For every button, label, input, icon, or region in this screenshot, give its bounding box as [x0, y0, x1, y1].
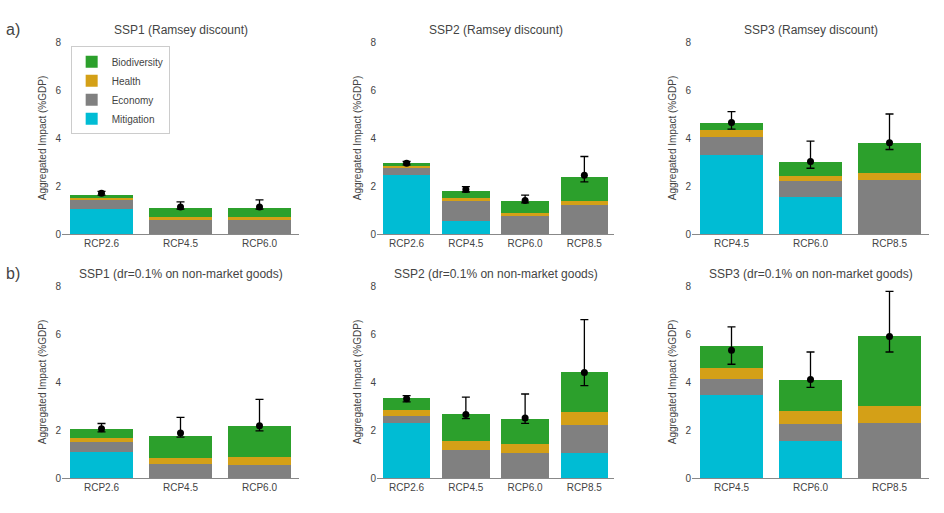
svg-text:SSP1 (Ramsey discount): SSP1 (Ramsey discount): [114, 23, 248, 37]
svg-text:b): b): [6, 265, 20, 282]
svg-text:RCP2.6: RCP2.6: [84, 238, 119, 249]
svg-text:6: 6: [370, 85, 376, 96]
svg-text:Health: Health: [112, 76, 141, 87]
svg-text:Aggregated Impact (%GDP): Aggregated Impact (%GDP): [37, 320, 48, 445]
svg-text:0: 0: [370, 473, 376, 484]
svg-text:RCP8.5: RCP8.5: [872, 482, 907, 493]
svg-text:RCP4.5: RCP4.5: [448, 238, 483, 249]
svg-text:RCP4.5: RCP4.5: [163, 482, 198, 493]
svg-text:2: 2: [370, 181, 376, 192]
svg-text:4: 4: [55, 133, 61, 144]
svg-text:RCP6.0: RCP6.0: [508, 238, 543, 249]
svg-text:8: 8: [55, 37, 61, 48]
svg-text:0: 0: [55, 473, 61, 484]
svg-text:Aggregated Impact (%GDP): Aggregated Impact (%GDP): [667, 320, 678, 445]
svg-text:8: 8: [370, 281, 376, 292]
svg-text:2: 2: [370, 425, 376, 436]
svg-text:0: 0: [685, 473, 691, 484]
svg-text:2: 2: [55, 425, 61, 436]
svg-text:RCP6.0: RCP6.0: [793, 482, 828, 493]
svg-text:0: 0: [370, 229, 376, 240]
svg-text:SSP3 (Ramsey discount): SSP3 (Ramsey discount): [744, 23, 878, 37]
svg-text:Aggregated Impact (%GDP): Aggregated Impact (%GDP): [667, 76, 678, 201]
svg-text:4: 4: [55, 377, 61, 388]
svg-text:RCP2.6: RCP2.6: [389, 482, 424, 493]
svg-text:4: 4: [370, 377, 376, 388]
svg-text:RCP6.0: RCP6.0: [242, 238, 277, 249]
svg-text:6: 6: [685, 85, 691, 96]
svg-text:RCP8.5: RCP8.5: [872, 238, 907, 249]
svg-text:6: 6: [370, 329, 376, 340]
svg-text:8: 8: [685, 37, 691, 48]
svg-text:4: 4: [685, 133, 691, 144]
svg-text:RCP4.5: RCP4.5: [714, 238, 749, 249]
svg-text:Aggregated Impact (%GDP): Aggregated Impact (%GDP): [352, 76, 363, 201]
svg-text:RCP2.6: RCP2.6: [84, 482, 119, 493]
svg-text:RCP8.5: RCP8.5: [567, 482, 602, 493]
svg-text:2: 2: [685, 425, 691, 436]
svg-text:4: 4: [685, 377, 691, 388]
svg-text:RCP4.5: RCP4.5: [714, 482, 749, 493]
svg-text:Aggregated Impact (%GDP): Aggregated Impact (%GDP): [352, 320, 363, 445]
svg-text:SSP1 (dr=0.1% on non-market go: SSP1 (dr=0.1% on non-market goods): [79, 267, 283, 281]
svg-text:RCP6.0: RCP6.0: [793, 238, 828, 249]
svg-text:Economy: Economy: [112, 95, 154, 106]
svg-text:0: 0: [55, 229, 61, 240]
svg-text:8: 8: [370, 37, 376, 48]
svg-text:SSP3 (dr=0.1% on non-market go: SSP3 (dr=0.1% on non-market goods): [709, 267, 913, 281]
svg-text:RCP4.5: RCP4.5: [448, 482, 483, 493]
svg-text:Aggregated Impact (%GDP): Aggregated Impact (%GDP): [37, 76, 48, 201]
svg-text:4: 4: [370, 133, 376, 144]
svg-text:2: 2: [685, 181, 691, 192]
svg-text:RCP8.5: RCP8.5: [567, 238, 602, 249]
svg-text:8: 8: [685, 281, 691, 292]
svg-text:6: 6: [55, 85, 61, 96]
svg-text:RCP6.0: RCP6.0: [508, 482, 543, 493]
svg-text:RCP2.6: RCP2.6: [389, 238, 424, 249]
svg-text:2: 2: [55, 181, 61, 192]
svg-text:8: 8: [55, 281, 61, 292]
svg-text:6: 6: [685, 329, 691, 340]
svg-text:0: 0: [685, 229, 691, 240]
svg-text:Mitigation: Mitigation: [112, 114, 155, 125]
svg-text:SSP2 (dr=0.1% on non-market go: SSP2 (dr=0.1% on non-market goods): [394, 267, 598, 281]
svg-text:Biodiversity: Biodiversity: [112, 57, 163, 68]
svg-text:a): a): [6, 21, 20, 38]
svg-text:RCP4.5: RCP4.5: [163, 238, 198, 249]
svg-text:6: 6: [55, 329, 61, 340]
svg-text:RCP6.0: RCP6.0: [242, 482, 277, 493]
svg-text:SSP2 (Ramsey discount): SSP2 (Ramsey discount): [429, 23, 563, 37]
